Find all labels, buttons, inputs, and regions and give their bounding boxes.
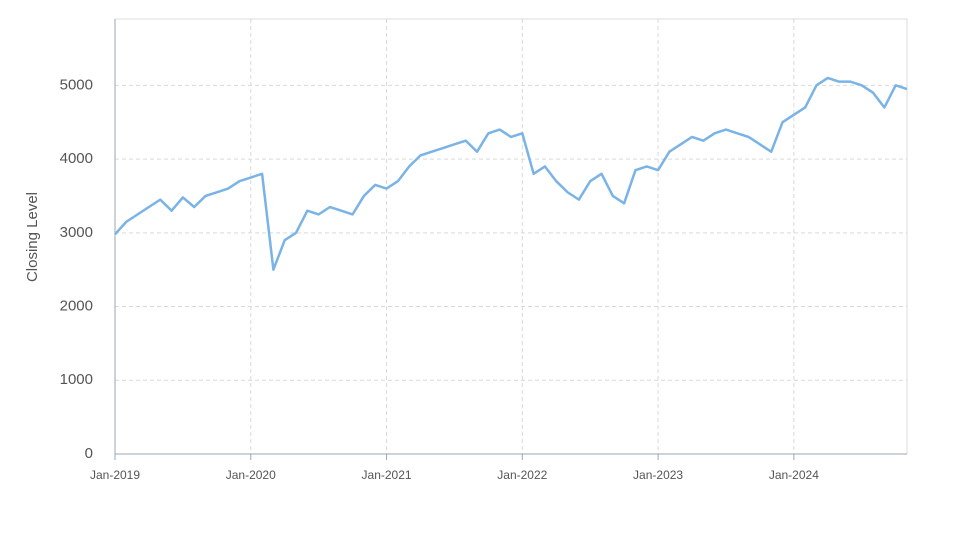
y-tick-label: 5000 xyxy=(60,76,93,93)
plot-frame xyxy=(114,18,908,455)
y-tick-label: 0 xyxy=(85,445,93,462)
y-tick-label: 2000 xyxy=(60,298,93,315)
y-axis-label: Closing Level xyxy=(24,192,41,282)
data-line xyxy=(114,76,908,271)
y-tick-label: 4000 xyxy=(60,150,93,167)
y-tick-label: 1000 xyxy=(60,371,93,388)
x-tick-label: Jan-2020 xyxy=(226,468,276,482)
x-tick-label: Jan-2022 xyxy=(497,468,547,482)
x-tick-label: Jan-2021 xyxy=(362,468,412,482)
y-tick-label: 3000 xyxy=(60,224,93,241)
x-tick-label: Jan-2019 xyxy=(90,468,140,482)
x-tick-label: Jan-2024 xyxy=(769,468,819,482)
x-tick-label: Jan-2023 xyxy=(633,468,683,482)
